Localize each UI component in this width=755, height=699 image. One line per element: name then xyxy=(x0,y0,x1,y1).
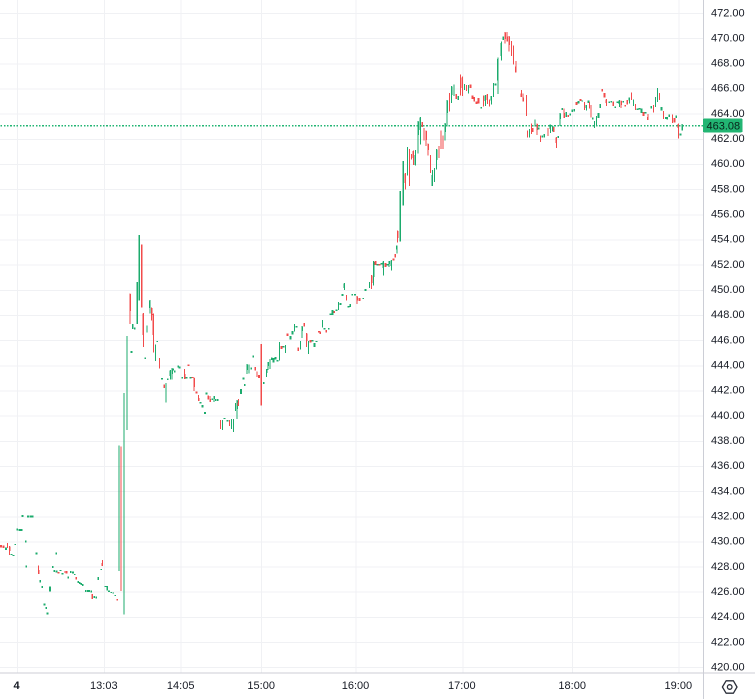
svg-text:18:00: 18:00 xyxy=(558,680,586,692)
svg-text:456.00: 456.00 xyxy=(711,209,745,221)
svg-text:450.00: 450.00 xyxy=(711,284,745,296)
svg-text:464.00: 464.00 xyxy=(711,108,745,120)
svg-text:448.00: 448.00 xyxy=(711,309,745,321)
svg-text:468.00: 468.00 xyxy=(711,58,745,70)
svg-text:460.00: 460.00 xyxy=(711,158,745,170)
svg-text:13:03: 13:03 xyxy=(90,680,118,692)
svg-text:15:00: 15:00 xyxy=(247,680,275,692)
svg-text:438.00: 438.00 xyxy=(711,435,745,447)
svg-text:442.00: 442.00 xyxy=(711,385,745,397)
svg-text:428.00: 428.00 xyxy=(711,561,745,573)
svg-text:422.00: 422.00 xyxy=(711,636,745,648)
svg-text:440.00: 440.00 xyxy=(711,410,745,422)
svg-text:14:05: 14:05 xyxy=(167,680,195,692)
svg-text:446.00: 446.00 xyxy=(711,334,745,346)
svg-text:434.00: 434.00 xyxy=(711,485,745,497)
svg-text:4: 4 xyxy=(14,680,21,692)
svg-text:444.00: 444.00 xyxy=(711,360,745,372)
svg-text:420.00: 420.00 xyxy=(711,661,745,673)
svg-text:436.00: 436.00 xyxy=(711,460,745,472)
svg-text:424.00: 424.00 xyxy=(711,611,745,623)
svg-text:16:00: 16:00 xyxy=(342,680,370,692)
svg-text:470.00: 470.00 xyxy=(711,32,745,44)
svg-text:462.00: 462.00 xyxy=(711,133,745,145)
svg-text:466.00: 466.00 xyxy=(711,83,745,95)
svg-text:17:00: 17:00 xyxy=(448,680,476,692)
svg-text:472.00: 472.00 xyxy=(711,7,745,19)
svg-text:19:00: 19:00 xyxy=(665,680,693,692)
svg-text:426.00: 426.00 xyxy=(711,586,745,598)
svg-text:454.00: 454.00 xyxy=(711,234,745,246)
svg-text:430.00: 430.00 xyxy=(711,536,745,548)
svg-text:432.00: 432.00 xyxy=(711,511,745,523)
svg-text:463.08: 463.08 xyxy=(707,121,741,133)
svg-text:452.00: 452.00 xyxy=(711,259,745,271)
svg-text:458.00: 458.00 xyxy=(711,183,745,195)
